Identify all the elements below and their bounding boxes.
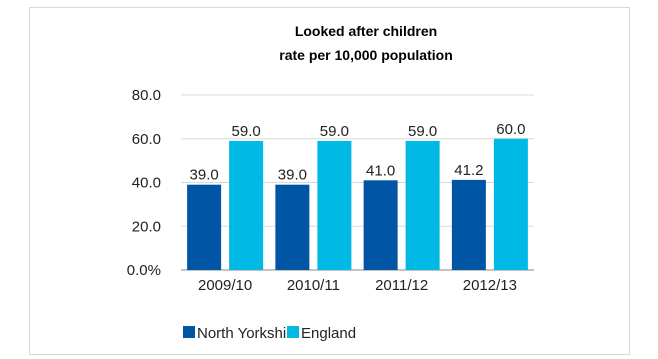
bar — [317, 140, 352, 270]
y-tick-label: 20.0 — [132, 218, 161, 235]
y-tick-label: 0.0% — [127, 262, 161, 279]
y-tick-label: 60.0 — [132, 131, 161, 148]
x-tick-label: 2009/10 — [198, 277, 252, 294]
bar — [363, 180, 398, 270]
x-axis-ticks: 2009/10 2010/11 2011/12 2012/13 — [198, 277, 517, 294]
legend-label: North Yorkshire — [197, 325, 300, 342]
y-tick-label: 40.0 — [132, 175, 161, 192]
data-label: 59.0 — [320, 123, 349, 140]
chart-frame: Looked after children rate per 10,000 po… — [29, 7, 630, 355]
x-tick-label: 2011/12 — [375, 277, 428, 294]
chart-title: Looked after children rate per 10,000 po… — [279, 23, 453, 63]
data-label: 39.0 — [190, 167, 219, 184]
chart-title-line-1: Looked after children — [295, 23, 437, 39]
chart-title-line-2: rate per 10,000 population — [279, 47, 453, 63]
x-tick-label: 2012/13 — [463, 277, 517, 294]
bar-chart: Looked after children rate per 10,000 po… — [127, 23, 534, 342]
data-labels: 39.0 59.0 39.0 59.0 41.0 59.0 41.2 60.0 — [190, 121, 526, 184]
bar — [451, 179, 486, 270]
y-tick-label: 80.0 — [132, 87, 161, 104]
bar — [229, 140, 264, 270]
bar — [275, 184, 310, 270]
data-label: 41.0 — [366, 162, 395, 179]
y-axis-ticks: 0.0% 20.0 40.0 60.0 80.0 — [127, 87, 161, 279]
data-label: 60.0 — [496, 121, 525, 138]
data-label: 59.0 — [232, 123, 261, 140]
x-tick-label: 2010/11 — [287, 277, 340, 294]
legend-swatch — [183, 326, 195, 338]
legend-swatch — [287, 326, 299, 338]
bar — [187, 184, 222, 270]
bar — [405, 140, 440, 270]
bars — [187, 138, 528, 270]
data-label: 39.0 — [278, 167, 307, 184]
legend-label: England — [301, 325, 356, 342]
data-label: 41.2 — [454, 162, 483, 179]
legend: North Yorkshire England — [183, 325, 356, 342]
bar — [493, 138, 528, 270]
data-label: 59.0 — [408, 123, 437, 140]
